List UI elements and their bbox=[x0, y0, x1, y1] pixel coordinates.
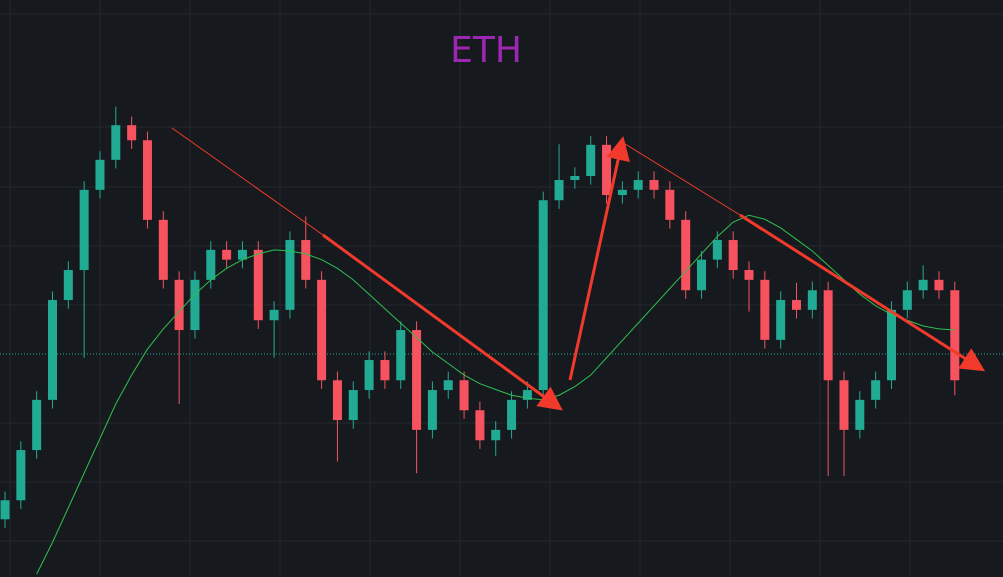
candle-body bbox=[348, 390, 358, 421]
candle-body bbox=[158, 219, 168, 280]
candle-body bbox=[871, 380, 881, 400]
candle-body bbox=[459, 380, 469, 411]
candle-body bbox=[950, 290, 960, 381]
trend-arrows bbox=[171, 127, 986, 411]
candle-body bbox=[0, 500, 10, 520]
moving-average bbox=[36, 214, 955, 575]
candle-body bbox=[317, 279, 327, 381]
candle-body bbox=[79, 189, 89, 271]
candle-body bbox=[95, 159, 105, 190]
candle-body bbox=[617, 189, 627, 196]
candle-body bbox=[522, 390, 532, 400]
candle-body bbox=[190, 279, 200, 331]
candle-body bbox=[712, 240, 722, 260]
plot bbox=[0, 106, 960, 575]
candle-body bbox=[174, 279, 184, 331]
candle-body bbox=[142, 140, 152, 220]
candle-body bbox=[412, 330, 422, 430]
candle-body bbox=[538, 200, 548, 391]
candle-body bbox=[301, 240, 311, 280]
candle-body bbox=[63, 270, 73, 301]
candle-body bbox=[792, 300, 801, 310]
candle-body bbox=[934, 279, 944, 291]
candle-body bbox=[47, 300, 57, 400]
candle-body bbox=[285, 240, 295, 310]
candle-body bbox=[855, 399, 865, 430]
candle-body bbox=[380, 360, 390, 381]
candle-body bbox=[776, 300, 786, 340]
candle-body bbox=[32, 399, 42, 451]
candle-body bbox=[728, 240, 738, 271]
candle-body bbox=[16, 450, 26, 501]
candle-body bbox=[427, 390, 437, 430]
candle-body bbox=[491, 429, 501, 441]
candle-body bbox=[839, 380, 849, 430]
candle-body bbox=[823, 290, 833, 381]
candle-body bbox=[681, 219, 691, 291]
candle-body bbox=[697, 259, 707, 291]
candle-body bbox=[902, 290, 912, 310]
candle-body bbox=[237, 249, 247, 260]
candle-body bbox=[222, 249, 232, 260]
candle-body bbox=[602, 144, 612, 196]
candle-body bbox=[807, 290, 817, 310]
candle-body bbox=[507, 399, 517, 430]
candle-body bbox=[665, 189, 675, 220]
candle-body bbox=[396, 330, 406, 381]
candle-body bbox=[253, 249, 263, 321]
candle-body bbox=[633, 180, 643, 190]
candle-body bbox=[570, 175, 580, 181]
chart-title: ETH bbox=[450, 30, 522, 71]
candle-body bbox=[206, 249, 216, 280]
candle-body bbox=[886, 309, 896, 381]
candle-body bbox=[744, 270, 754, 280]
candle-body bbox=[760, 279, 770, 340]
candle-body bbox=[918, 279, 928, 291]
candle-body bbox=[475, 410, 485, 441]
candle-body bbox=[111, 125, 121, 160]
candle-body bbox=[269, 309, 279, 321]
candle-body bbox=[332, 380, 342, 421]
candle-body bbox=[443, 380, 453, 391]
candle-body bbox=[554, 180, 564, 201]
candle-body bbox=[649, 180, 659, 190]
candle-body bbox=[586, 144, 596, 176]
candle-body bbox=[364, 360, 374, 391]
candle-body bbox=[127, 125, 137, 141]
